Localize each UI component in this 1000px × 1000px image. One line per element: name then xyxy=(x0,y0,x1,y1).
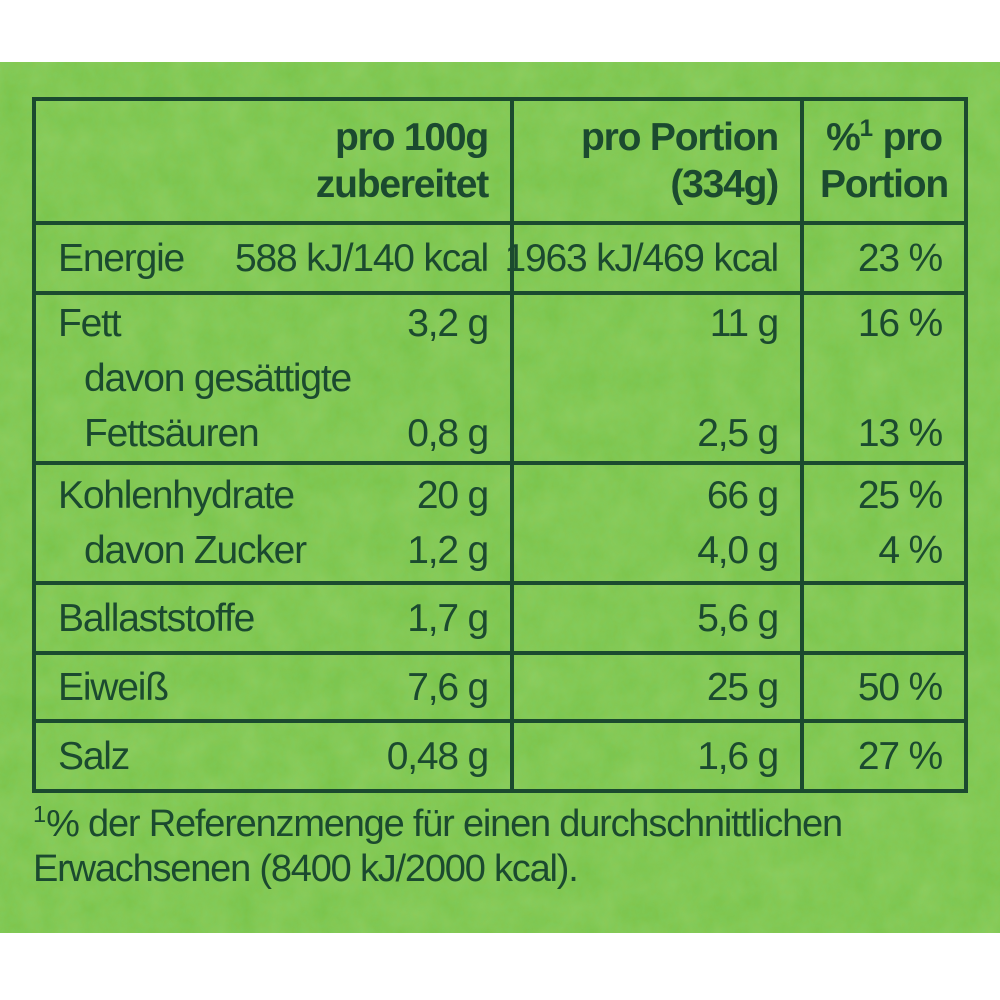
value-per-portion: 1,6 g xyxy=(697,734,779,778)
header-per-100g: pro 100g zubereitet xyxy=(36,101,514,221)
nutrient-sublabel: davon Zucker xyxy=(84,529,307,572)
subvalue-per-100g: 0,8 g xyxy=(407,411,489,455)
value-per-portion: 1963 kJ/469 kcal xyxy=(504,236,780,280)
percent-rest: pro xyxy=(873,116,943,159)
footnote-line2: Erwachsenen (8400 kJ/2000 kcal). xyxy=(33,847,842,892)
header-per-portion: pro Portion (334g) xyxy=(514,101,804,221)
header-per-100g-line2: zubereitet xyxy=(315,163,489,206)
value-percent: 27 % xyxy=(857,734,943,778)
value-per-portion: 66 g xyxy=(706,474,779,517)
value-per-100g: 588 kJ/140 kcal xyxy=(234,236,489,280)
subvalue-per-portion: 2,5 g xyxy=(697,411,779,455)
paper-texture xyxy=(0,62,1000,933)
value-per-100g: 7,6 g xyxy=(407,665,489,709)
header-per-portion-line1: pro Portion xyxy=(581,116,779,159)
header-percent-line1: %1 pro xyxy=(826,114,943,161)
header-per-portion-line2: (334g) xyxy=(670,163,779,206)
row-ballaststoffe: Ballaststoffe 1,7 g 5,6 g xyxy=(36,585,964,655)
row-eiweiss: Eiweiß 7,6 g 25 g 50 % xyxy=(36,655,964,723)
reference-footnote: 1% der Referenzmenge für einen durchschn… xyxy=(33,801,843,892)
row-salz: Salz 0,48 g 1,6 g 27 % xyxy=(36,723,964,789)
value-per-portion: 11 g xyxy=(709,301,779,345)
subvalue-per-portion: 4,0 g xyxy=(697,529,779,572)
header-per-100g-line1: pro 100g xyxy=(335,116,489,159)
value-per-100g: 0,48 g xyxy=(386,734,489,778)
value-per-100g: 3,2 g xyxy=(407,301,489,345)
nutrient-label: Fett xyxy=(58,301,122,345)
value-percent: 16 % xyxy=(857,301,943,345)
nutrition-table: pro 100g zubereitet pro Portion (334g) %… xyxy=(32,97,968,793)
value-percent: 25 % xyxy=(857,474,943,517)
value-per-portion: 5,6 g xyxy=(697,596,779,640)
footnote-text-line2: Erwachsenen (8400 kJ/2000 kcal). xyxy=(33,848,579,890)
footnote-marker: 1 xyxy=(33,801,47,827)
nutrient-label: Salz xyxy=(58,734,130,778)
footnote-line1: 1% der Referenzmenge für einen durchschn… xyxy=(33,801,843,847)
nutrient-sublabel-line1: davon gesättigte xyxy=(84,356,352,400)
value-per-100g: 1,7 g xyxy=(407,596,489,640)
subvalue-percent: 4 % xyxy=(878,529,943,572)
value-percent: 50 % xyxy=(857,665,943,709)
subvalue-per-100g: 1,2 g xyxy=(407,529,489,572)
header-percent-line2: Portion xyxy=(819,163,949,206)
value-percent: 23 % xyxy=(857,236,943,280)
nutrient-label: Ballaststoffe xyxy=(58,596,255,640)
nutrient-label: Energie xyxy=(58,236,185,280)
nutrient-sublabel-line2: Fettsäuren xyxy=(84,411,260,455)
header-percent-portion: %1 pro Portion xyxy=(804,101,964,221)
green-label-background xyxy=(0,62,1000,933)
value-per-portion: 25 g xyxy=(706,665,779,709)
footnote-marker: 1 xyxy=(859,115,874,142)
row-fett: Fett 3,2 g davon gesättigte Fettsäuren 0… xyxy=(36,295,964,465)
nutrient-label: Eiweiß xyxy=(58,665,169,709)
value-per-100g: 20 g xyxy=(416,474,489,517)
percent-symbol: % xyxy=(826,116,861,159)
nutrient-label: Kohlenhydrate xyxy=(58,474,295,517)
subvalue-percent: 13 % xyxy=(857,411,943,455)
row-kohlenhydrate: Kohlenhydrate 20 g davon Zucker 1,2 g 66… xyxy=(36,465,964,585)
footnote-text-line1: % der Referenzmenge für einen durchschni… xyxy=(46,803,843,845)
table-header-row: pro 100g zubereitet pro Portion (334g) %… xyxy=(36,101,964,225)
row-energie: Energie 588 kJ/140 kcal 1963 kJ/469 kcal… xyxy=(36,225,964,295)
